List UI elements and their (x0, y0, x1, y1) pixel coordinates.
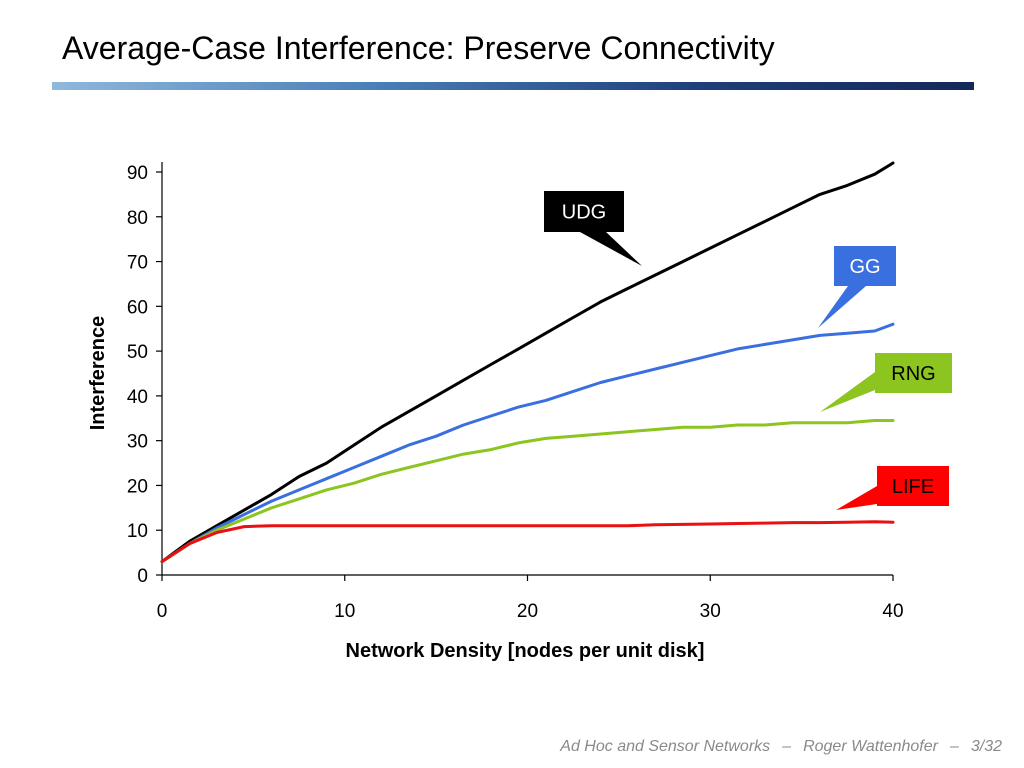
series-label-life: LIFE (892, 476, 934, 498)
callout-box-life (877, 466, 949, 506)
footer-separator: – (949, 738, 959, 755)
callout-pointer-life (836, 486, 877, 510)
chart-series-lines (160, 161, 895, 564)
series-line-rng (160, 419, 895, 564)
x-axis-title: Network Density [nodes per unit disk] (346, 640, 705, 662)
callout-box-rng (875, 353, 952, 393)
y-tick-label: 60 (127, 297, 148, 318)
callout-pointer-gg (818, 286, 866, 328)
series-label-gg: GG (849, 256, 880, 278)
y-tick-label: 40 (127, 387, 148, 408)
callout-pointer-rng (820, 372, 875, 412)
title-underline-bar (52, 82, 974, 90)
y-tick-label: 90 (127, 163, 148, 184)
series-line-gg (160, 322, 895, 564)
footer-course: Ad Hoc and Sensor Networks (560, 738, 771, 755)
footer-author: Roger Wattenhofer (803, 738, 938, 755)
y-tick-label: 70 (127, 253, 148, 274)
series-label-rng: RNG (891, 363, 935, 385)
footer-separator: – (782, 738, 792, 755)
y-tick-label: 80 (127, 208, 148, 229)
footer-page-number: 3/32 (970, 738, 1002, 755)
callout-box-udg (544, 191, 624, 232)
y-tick-label: 50 (127, 342, 148, 363)
y-axis-title: Interference (87, 316, 109, 431)
x-tick-label: 0 (157, 601, 168, 622)
x-tick-label: 30 (700, 601, 721, 622)
x-tick-label: 40 (882, 601, 903, 622)
slide-title: Average-Case Interference: Preserve Conn… (62, 30, 775, 66)
series-line-life (160, 520, 895, 564)
callout-box-gg (834, 246, 896, 286)
x-tick-label: 20 (517, 601, 538, 622)
chart-axes: 0 10 20 30 40 50 60 70 80 90 0 10 20 30 40 (127, 162, 904, 622)
x-tick-label: 10 (334, 601, 355, 622)
y-tick-label: 10 (127, 521, 148, 542)
series-line-udg (160, 161, 895, 564)
chart-series-callouts: UDG GG RNG LIFE (544, 191, 952, 510)
callout-pointer-udg (580, 232, 642, 266)
y-tick-label: 30 (127, 432, 148, 453)
y-tick-label: 0 (137, 566, 148, 587)
series-label-udg: UDG (562, 202, 606, 224)
y-tick-label: 20 (127, 476, 148, 497)
slide-footer: Ad Hoc and Sensor Networks – Roger Wattenh… (560, 738, 1002, 756)
